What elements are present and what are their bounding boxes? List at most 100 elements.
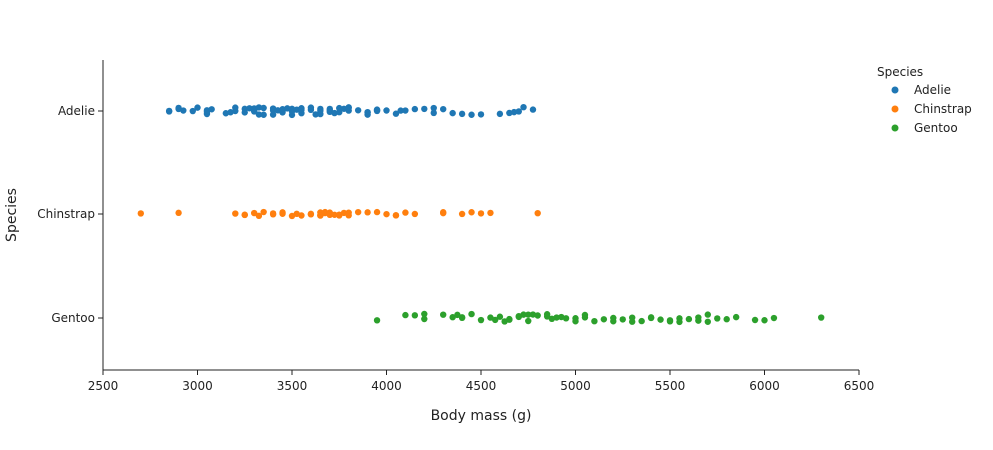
legend-label: Adelie: [914, 83, 951, 97]
data-point-chinstrap: [487, 209, 494, 217]
data-point-chinstrap: [373, 208, 381, 216]
data-point-gentoo: [506, 315, 513, 323]
data-point-adelie: [364, 111, 371, 118]
data-points: [137, 103, 825, 326]
data-point-gentoo: [581, 311, 589, 319]
data-point-adelie: [331, 109, 338, 117]
data-point-gentoo: [761, 317, 768, 324]
x-tick-label: 3000: [182, 379, 213, 393]
data-point-adelie: [180, 107, 187, 114]
legend-label: Gentoo: [914, 121, 958, 135]
data-point-adelie: [269, 111, 277, 118]
data-point-adelie: [430, 104, 437, 112]
data-point-adelie: [458, 110, 466, 118]
data-point-gentoo: [525, 311, 532, 318]
data-point-adelie: [307, 104, 315, 111]
data-point-gentoo: [770, 314, 778, 322]
data-point-gentoo: [520, 311, 527, 318]
data-point-gentoo: [402, 311, 409, 319]
data-point-adelie: [194, 104, 201, 111]
data-point-adelie: [260, 104, 267, 112]
data-point-adelie: [232, 107, 239, 115]
data-point-chinstrap: [468, 209, 475, 216]
data-point-gentoo: [572, 315, 579, 322]
data-point-gentoo: [704, 311, 711, 318]
legend-marker: [891, 124, 899, 132]
y-ticks: Adelie Chinstrap Gentoo: [37, 104, 103, 325]
data-point-gentoo: [695, 314, 702, 321]
data-point-gentoo: [468, 310, 475, 318]
data-point-chinstrap: [321, 208, 329, 216]
data-point-adelie: [255, 111, 263, 118]
data-point-gentoo: [638, 317, 645, 325]
data-point-adelie: [496, 110, 504, 118]
data-point-gentoo: [553, 314, 560, 321]
data-point-gentoo: [491, 316, 499, 324]
legend-marker: [891, 86, 899, 94]
data-point-chinstrap: [298, 212, 305, 219]
data-point-adelie: [345, 104, 352, 111]
x-tick-label: 5500: [655, 379, 686, 393]
data-point-adelie: [373, 107, 381, 115]
data-point-chinstrap: [340, 209, 348, 217]
x-tick-label: 6000: [749, 379, 780, 393]
data-point-gentoo: [477, 316, 485, 324]
data-point-adelie: [255, 104, 263, 111]
data-point-chinstrap: [458, 210, 466, 218]
data-point-adelie: [529, 106, 537, 113]
data-point-adelie: [383, 107, 390, 114]
data-point-chinstrap: [440, 209, 447, 217]
data-point-chinstrap: [317, 212, 324, 219]
data-point-adelie: [241, 109, 248, 116]
legend-item-chinstrap[interactable]: Chinstrap: [891, 102, 972, 116]
data-point-adelie: [260, 111, 267, 118]
legend-title: Species: [877, 65, 923, 79]
y-tick-label: Gentoo: [51, 311, 95, 325]
data-point-adelie: [449, 109, 456, 117]
data-point-adelie: [279, 106, 286, 113]
legend[interactable]: Species Adelie Chinstrap Gentoo: [877, 65, 972, 135]
data-point-chinstrap: [307, 210, 315, 218]
data-point-chinstrap: [260, 208, 267, 216]
data-point-gentoo: [751, 316, 759, 324]
data-point-adelie: [468, 111, 475, 118]
data-point-chinstrap: [392, 212, 400, 219]
data-point-adelie: [165, 108, 173, 115]
data-point-chinstrap: [477, 210, 485, 217]
data-point-chinstrap: [383, 210, 390, 218]
data-point-chinstrap: [241, 211, 248, 219]
data-point-chinstrap: [269, 211, 277, 218]
data-point-gentoo: [454, 311, 461, 319]
data-point-gentoo: [411, 312, 419, 319]
y-tick-label: Adelie: [58, 104, 95, 118]
data-point-adelie: [298, 106, 305, 114]
data-point-chinstrap: [326, 211, 333, 219]
data-point-gentoo: [440, 311, 447, 318]
data-point-adelie: [312, 111, 319, 118]
legend-item-gentoo[interactable]: Gentoo: [891, 121, 958, 135]
data-point-gentoo: [534, 312, 541, 319]
x-tick-label: 5000: [560, 379, 591, 393]
data-point-gentoo: [666, 318, 674, 325]
data-point-chinstrap: [364, 209, 371, 216]
data-point-gentoo: [619, 316, 626, 323]
data-point-adelie: [421, 105, 428, 113]
x-tick-label: 2500: [88, 379, 119, 393]
data-point-adelie: [392, 110, 400, 117]
data-point-gentoo: [629, 318, 636, 325]
data-point-gentoo: [610, 318, 617, 325]
data-point-chinstrap: [251, 209, 258, 217]
data-point-gentoo: [449, 314, 456, 321]
data-point-chinstrap: [354, 208, 362, 216]
data-point-gentoo: [818, 314, 825, 321]
x-tick-label: 6500: [844, 379, 875, 393]
data-point-adelie: [506, 109, 513, 117]
data-point-adelie: [336, 104, 343, 112]
data-point-gentoo: [685, 315, 693, 323]
y-tick-label: Chinstrap: [37, 207, 95, 221]
legend-label: Chinstrap: [914, 102, 972, 116]
data-point-chinstrap: [336, 212, 343, 219]
x-tick-label: 4000: [371, 379, 402, 393]
legend-item-adelie[interactable]: Adelie: [891, 83, 952, 97]
